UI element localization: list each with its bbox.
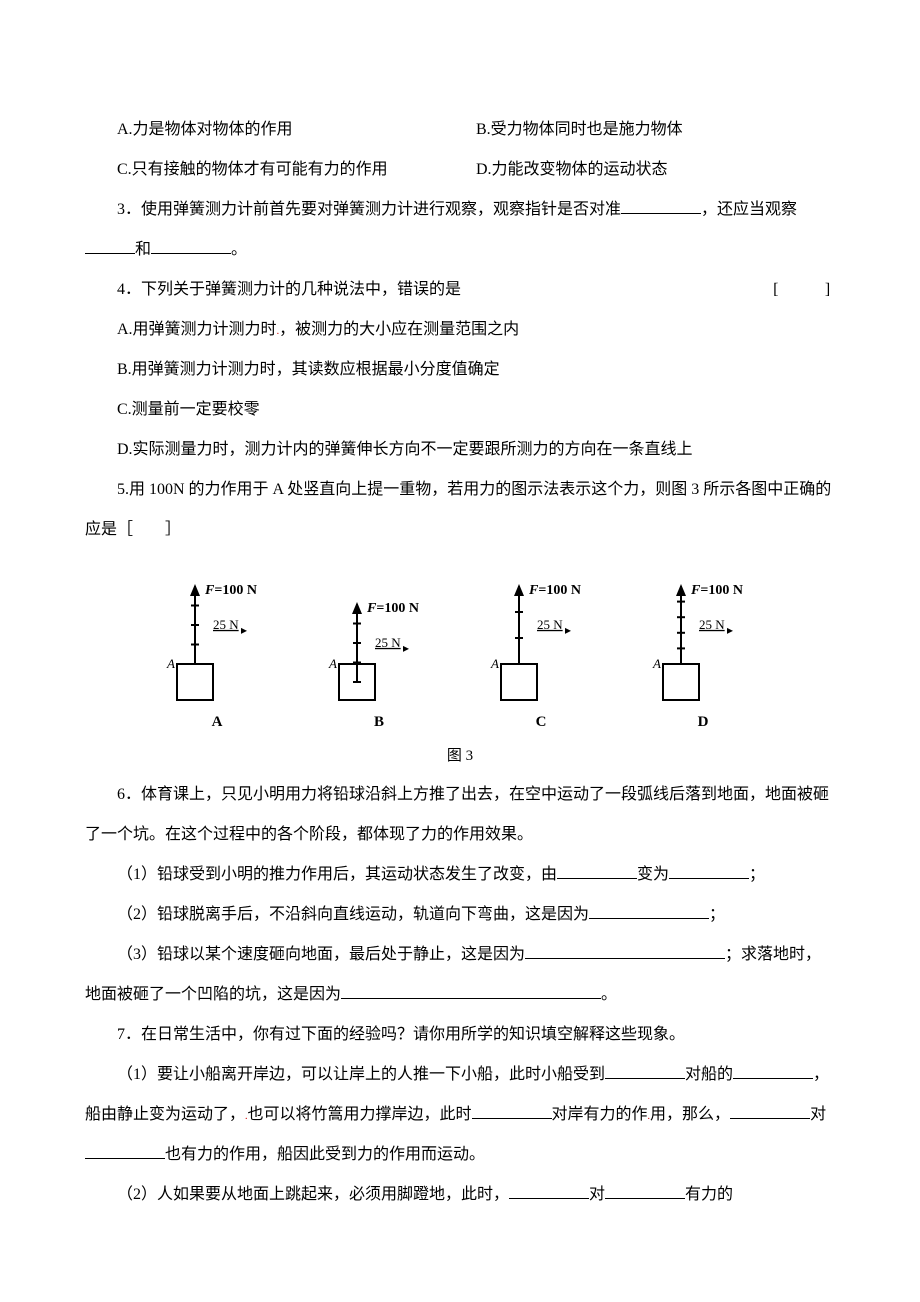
q3-text-d: 。	[231, 241, 247, 258]
dot-icon: .	[277, 326, 280, 337]
subfig-label: D	[698, 704, 709, 742]
subfig-label: A	[212, 704, 223, 742]
q5-stem: 5.用 100N 的力作用于 A 处竖直向上提一重物，若用力的图示法表示这个力，…	[85, 470, 835, 550]
q7-blank-5	[85, 1141, 165, 1159]
q5-subfig-D: A F=100 N 25 N D	[643, 568, 763, 742]
q6-blank-1	[557, 861, 637, 879]
q3-blank-2	[85, 236, 135, 254]
q6-p3: （3）铅球以某个速度砸向地面，最后处于静止，这是因为；求落地时，地面被砸了一个凹…	[85, 935, 835, 1015]
svg-text:25 N: 25 N	[699, 617, 725, 632]
q7-blank-1	[605, 1061, 685, 1079]
svg-text:25 N: 25 N	[375, 635, 401, 650]
q6-blank-2	[669, 861, 749, 879]
q5-subfig-A: A F=100 N 25 N A	[157, 568, 277, 742]
q6-p1: （1）铅球受到小明的推力作用后，其运动状态发生了改变，由变为；	[85, 855, 835, 895]
q2-opt-d: D.力能改变物体的运动状态	[476, 150, 835, 190]
q4-stem: 4．下列关于弹簧测力计的几种说法中，错误的是 [ ]	[85, 270, 835, 310]
q7-p2: （2）人如果要从地面上跳起来，必须用脚蹬地，此时，对有力的	[85, 1175, 835, 1215]
force-diagram-icon: A F=100 N 25 N	[157, 568, 277, 718]
q7-p1: （1）要让小船离开岸边，可以让岸上的人推一下小船，此时小船受到对船的，船由静止变…	[85, 1055, 835, 1175]
q6-blank-5	[341, 981, 601, 999]
svg-text:F=100 N: F=100 N	[204, 583, 257, 598]
q2-options-row2: C.只有接触的物体才有可能有力的作用 D.力能改变物体的运动状态	[85, 150, 835, 190]
q7-blank-2	[733, 1061, 813, 1079]
q4-opt-d: D.实际测量力时，测力计内的弹簧伸长方向不一定要跟所测力的方向在一条直线上	[85, 430, 835, 470]
q3-blank-1	[621, 196, 701, 214]
q2-opt-c: C.只有接触的物体才有可能有力的作用	[117, 150, 476, 190]
q2-opt-b: B.受力物体同时也是施力物体	[476, 110, 835, 150]
q3-blank-3	[151, 236, 231, 254]
q3-text-a: 3．使用弹簧测力计前首先要对弹簧测力计进行观察，观察指针是否对准	[117, 201, 621, 218]
svg-text:A: A	[652, 656, 661, 671]
q3-text-b: ，还应当观察	[701, 201, 797, 218]
q7-blank-3	[472, 1101, 552, 1119]
q6-p2: （2）铅球脱离手后，不沿斜向直线运动，轨道向下弯曲，这是因为；	[85, 895, 835, 935]
q5-figure-caption: 图 3	[85, 738, 835, 776]
svg-text:F=100 N: F=100 N	[366, 601, 419, 616]
force-diagram-icon: A F=100 N 25 N	[319, 568, 439, 718]
svg-text:A: A	[166, 656, 175, 671]
q4-stem-text: 4．下列关于弹簧测力计的几种说法中，错误的是	[117, 281, 461, 298]
svg-text:F=100 N: F=100 N	[528, 583, 581, 598]
q4-opt-c: C.测量前一定要校零	[85, 390, 835, 430]
force-diagram-icon: A F=100 N 25 N	[643, 568, 763, 718]
q7-blank-7	[605, 1181, 685, 1199]
q6-stem: 6．体育课上，只见小明用力将铅球沿斜上方推了出去，在空中运动了一段弧线后落到地面…	[85, 775, 835, 855]
subfig-label: B	[374, 704, 384, 742]
svg-text:A: A	[490, 656, 499, 671]
svg-text:F=100 N: F=100 N	[690, 583, 743, 598]
q2-options-row1: A.力是物体对物体的作用 B.受力物体同时也是施力物体	[85, 110, 835, 150]
subfig-label: C	[536, 704, 547, 742]
q4-opt-b: B.用弹簧测力计测力时，其读数应根据最小分度值确定	[85, 350, 835, 390]
q7-blank-4	[730, 1101, 810, 1119]
q7-blank-6	[509, 1181, 589, 1199]
q5-subfig-B: A F=100 N 25 N B	[319, 568, 439, 742]
q4-bracket: [ ]	[741, 270, 835, 310]
q6-blank-3	[589, 901, 709, 919]
q3-text-c: 和	[135, 241, 151, 258]
svg-text:25 N: 25 N	[213, 617, 239, 632]
q4-opt-a: A.用弹簧测力计测力时.，被测力的大小应在测量范围之内	[85, 310, 835, 350]
q7-stem: 7．在日常生活中，你有过下面的经验吗？请你用所学的知识填空解释这些现象。	[85, 1015, 835, 1055]
q5-figure: AF=100 N25 NAAF=100 N25 NBAF=100 N25 NCA…	[85, 568, 835, 742]
svg-text:25 N: 25 N	[537, 617, 563, 632]
q2-opt-a: A.力是物体对物体的作用	[117, 110, 476, 150]
force-diagram-icon: A F=100 N 25 N	[481, 568, 601, 718]
q6-blank-4	[525, 941, 725, 959]
svg-text:A: A	[328, 656, 337, 671]
q3-stem: 3．使用弹簧测力计前首先要对弹簧测力计进行观察，观察指针是否对准 ，还应当观察 和…	[85, 190, 835, 270]
q5-subfig-C: A F=100 N 25 N C	[481, 568, 601, 742]
